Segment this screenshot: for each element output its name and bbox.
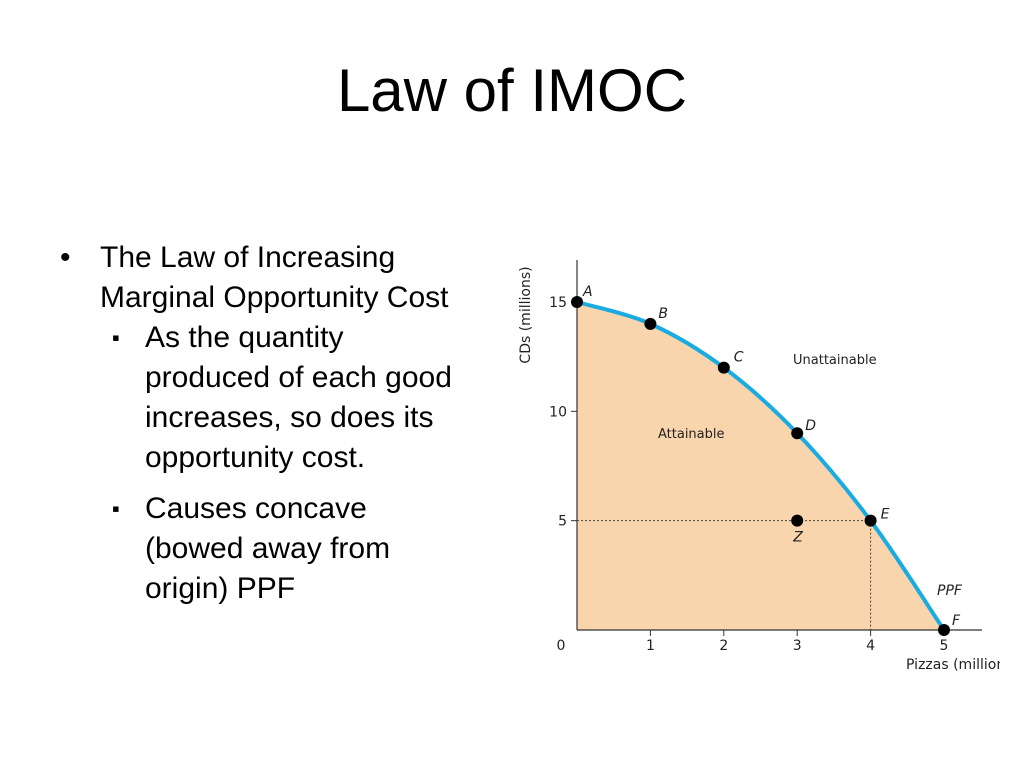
point-label: B [658, 306, 668, 322]
x-tick-label: 5 [940, 638, 949, 654]
ppf-point-d [791, 427, 804, 440]
subbullet-text: Causes concave (bowed away from origin) … [145, 492, 391, 605]
subbullet-item: ▪ As the quantity produced of each good … [100, 318, 460, 478]
x-tick-label: 2 [719, 638, 728, 654]
unattainable-label: Unattainable [793, 353, 877, 368]
ppf-chart: 0 1 2 3 4 5 5 10 15 Pizzas (millions) CDs (million… [500, 240, 1000, 680]
ppf-point-a [571, 296, 583, 308]
subbullet-list: ▪ As the quantity produced of each good … [100, 318, 460, 609]
ppf-point-b [644, 317, 657, 330]
x-axis-title: Pizzas (millions) [906, 657, 1000, 673]
bullet-marker: • [60, 241, 71, 274]
subbullet-text: As the quantity produced of each good in… [145, 321, 452, 474]
attainable-label: Attainable [658, 427, 725, 442]
bullet-item: • The Law of Increasing Marginal Opportu… [60, 238, 460, 609]
bullet-text: The Law of Increasing Marginal Opportuni… [100, 241, 449, 314]
point-label: F [952, 613, 961, 629]
square-bullet-icon: ▪ [112, 496, 120, 521]
slide-title: Law of IMOC [336, 57, 688, 124]
ppf-point-e [864, 514, 877, 527]
ppf-curve-label: PPF [937, 583, 963, 599]
x-tick-label: 4 [866, 638, 875, 654]
point-label: A [582, 284, 593, 300]
point-label: C [734, 350, 744, 366]
y-tick-label: 15 [549, 295, 567, 311]
x-tick-label: 1 [646, 638, 655, 654]
y-tick-label: 10 [549, 404, 567, 420]
y-axis-title: CDs (millions) [518, 266, 534, 363]
y-tick-label: 5 [558, 514, 567, 530]
point-label: E [881, 507, 890, 523]
square-bullet-icon: ▪ [112, 325, 120, 350]
ppf-point-f [938, 624, 950, 636]
x-tick-label: 3 [793, 638, 802, 654]
ppf-point-c [717, 361, 730, 374]
ppf-chart-svg: 0 1 2 3 4 5 5 10 15 Pizzas (millions) CDs (million… [518, 260, 1000, 673]
point-z [791, 514, 804, 527]
point-label: D [805, 418, 816, 434]
attainable-region [577, 302, 944, 630]
subbullet-item: ▪ Causes concave (bowed away from origin… [100, 489, 460, 609]
bullet-list: • The Law of Increasing Marginal Opportu… [60, 238, 460, 620]
x-tick-label: 0 [557, 638, 566, 654]
point-label: Z [792, 530, 803, 546]
